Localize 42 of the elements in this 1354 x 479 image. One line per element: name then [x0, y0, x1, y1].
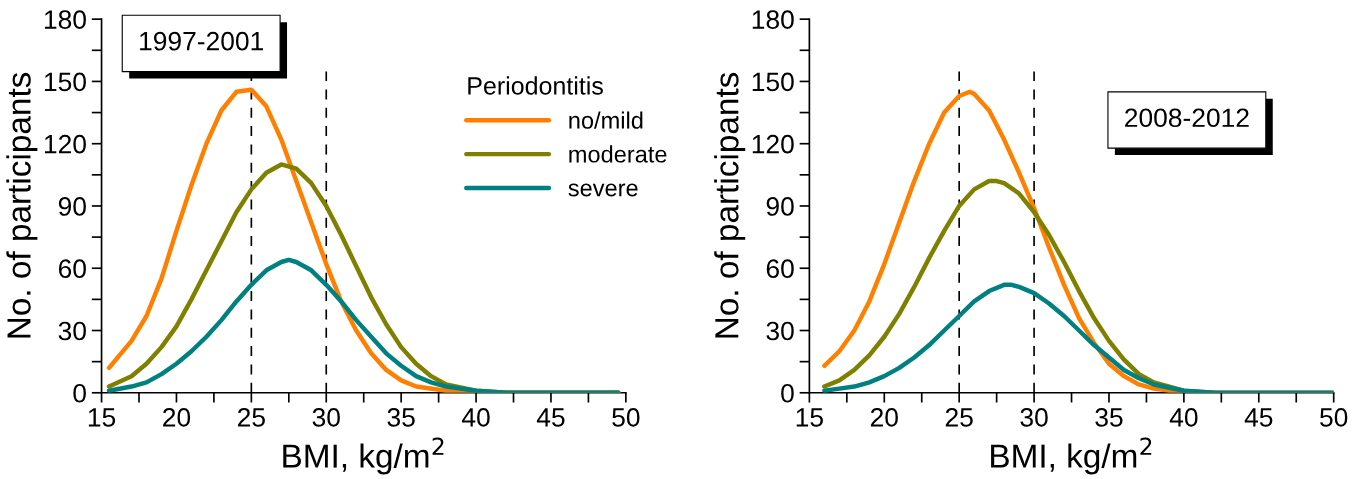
x-tick-label: 45	[1244, 408, 1273, 427]
y-tick-label: 90	[58, 197, 86, 216]
x-tick-label: 35	[387, 408, 415, 427]
x-tick-label: 50	[1320, 408, 1348, 427]
y-tick-label: 180	[752, 10, 794, 29]
y-tick-label: 60	[766, 259, 794, 279]
y-tick-label: 90	[766, 197, 794, 216]
y-tick-label: 0	[781, 383, 794, 403]
y-tick-label: 30	[58, 321, 86, 341]
y-tick-label: 120	[752, 134, 794, 154]
y-tick-label: 180	[44, 10, 86, 29]
y-axis-title: No. of participants	[6, 72, 38, 338]
y-tick-label: 30	[766, 321, 794, 341]
x-tick-label: 25	[238, 408, 265, 427]
x-tick-label: 20	[870, 408, 898, 427]
x-tick-label: 40	[1169, 408, 1198, 427]
legend-label: moderate	[569, 145, 667, 163]
x-tick-label: 35	[1095, 408, 1123, 427]
x-tick-label: 50	[612, 408, 640, 427]
x-tick-label: 15	[88, 408, 116, 427]
x-axis-title: BMI, kg/m$^{2}$	[991, 437, 1152, 475]
y-tick-label: 150	[44, 72, 86, 92]
x-tick-label: 20	[163, 408, 191, 427]
y-tick-label: 0	[73, 383, 86, 403]
y-tick-label: 120	[44, 134, 86, 154]
x-tick-label: 30	[312, 408, 340, 427]
x-tick-label: 40	[461, 408, 490, 427]
x-axis-title: BMI, kg/m$^{2}$	[283, 437, 444, 475]
x-tick-label: 25	[945, 408, 973, 427]
x-tick-label: 15	[796, 408, 823, 427]
legend-label: no/mild	[569, 111, 643, 129]
annotation: 1997-2001	[140, 31, 263, 51]
y-tick-label: 60	[58, 259, 86, 279]
line-series	[106, 257, 621, 393]
line-series	[822, 282, 1334, 393]
legend-title: Periodontitis	[468, 76, 603, 95]
x-tick-label: 45	[536, 408, 565, 427]
legend-label: severe	[568, 183, 638, 197]
y-tick-label: 150	[752, 72, 794, 92]
annotation: 2008-2012	[1125, 108, 1249, 128]
x-tick-label: 30	[1020, 408, 1048, 427]
y-axis-title: No. of participants	[714, 72, 746, 338]
